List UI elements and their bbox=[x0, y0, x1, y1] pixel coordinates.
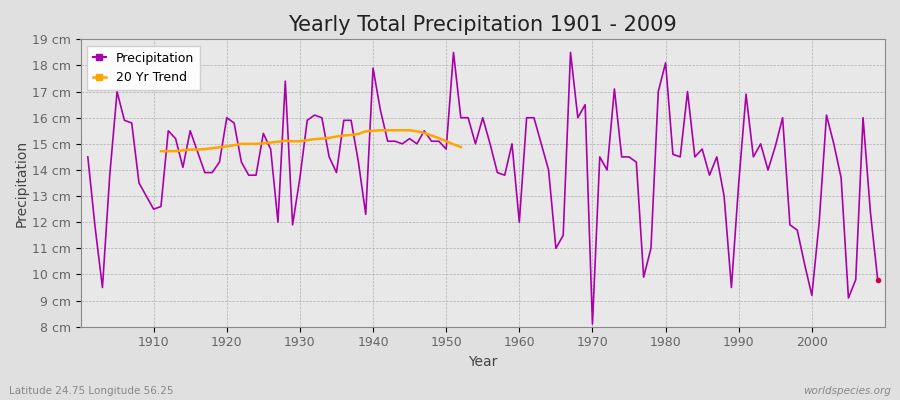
Precipitation bbox=[346, 118, 356, 123]
20 Yr Trend bbox=[427, 133, 437, 138]
20 Yr Trend bbox=[418, 130, 429, 135]
20 Yr Trend bbox=[367, 128, 378, 133]
Y-axis label: Precipitation: Precipitation bbox=[15, 140, 29, 226]
20 Yr Trend bbox=[324, 136, 335, 140]
20 Yr Trend bbox=[221, 144, 232, 149]
20 Yr Trend bbox=[294, 139, 305, 144]
20 Yr Trend bbox=[411, 129, 422, 134]
Text: Latitude 24.75 Longitude 56.25: Latitude 24.75 Longitude 56.25 bbox=[9, 386, 174, 396]
Precipitation bbox=[872, 277, 883, 282]
20 Yr Trend bbox=[448, 142, 459, 147]
20 Yr Trend bbox=[273, 139, 284, 144]
20 Yr Trend bbox=[302, 138, 312, 142]
20 Yr Trend bbox=[163, 149, 174, 154]
20 Yr Trend bbox=[177, 148, 188, 153]
20 Yr Trend bbox=[338, 133, 349, 138]
20 Yr Trend bbox=[331, 134, 342, 139]
20 Yr Trend bbox=[280, 138, 291, 143]
20 Yr Trend bbox=[229, 143, 239, 148]
20 Yr Trend bbox=[434, 136, 445, 140]
Precipitation bbox=[302, 118, 312, 123]
20 Yr Trend bbox=[243, 142, 254, 146]
Precipitation bbox=[448, 50, 459, 55]
Line: Precipitation: Precipitation bbox=[88, 52, 878, 324]
Precipitation bbox=[83, 154, 94, 159]
Legend: Precipitation, 20 Yr Trend: Precipitation, 20 Yr Trend bbox=[86, 46, 200, 90]
Precipitation bbox=[141, 194, 152, 198]
20 Yr Trend bbox=[192, 147, 202, 152]
20 Yr Trend bbox=[390, 128, 400, 133]
20 Yr Trend bbox=[287, 139, 298, 144]
20 Yr Trend bbox=[382, 128, 393, 133]
Line: 20 Yr Trend: 20 Yr Trend bbox=[161, 130, 461, 151]
20 Yr Trend bbox=[353, 132, 364, 136]
20 Yr Trend bbox=[207, 146, 218, 151]
20 Yr Trend bbox=[397, 128, 408, 133]
20 Yr Trend bbox=[455, 144, 466, 149]
20 Yr Trend bbox=[250, 142, 261, 146]
20 Yr Trend bbox=[375, 128, 386, 133]
Precipitation bbox=[587, 322, 598, 326]
X-axis label: Year: Year bbox=[468, 355, 498, 369]
Precipitation bbox=[514, 220, 525, 225]
Precipitation bbox=[616, 154, 627, 159]
20 Yr Trend bbox=[309, 137, 320, 142]
20 Yr Trend bbox=[404, 128, 415, 133]
Text: worldspecies.org: worldspecies.org bbox=[803, 386, 891, 396]
20 Yr Trend bbox=[236, 142, 247, 146]
20 Yr Trend bbox=[346, 132, 356, 137]
20 Yr Trend bbox=[258, 141, 269, 146]
20 Yr Trend bbox=[441, 139, 452, 144]
20 Yr Trend bbox=[184, 147, 195, 152]
20 Yr Trend bbox=[317, 136, 328, 141]
Precipitation bbox=[521, 115, 532, 120]
Title: Yearly Total Precipitation 1901 - 2009: Yearly Total Precipitation 1901 - 2009 bbox=[288, 15, 677, 35]
20 Yr Trend bbox=[266, 140, 276, 145]
20 Yr Trend bbox=[200, 147, 211, 152]
20 Yr Trend bbox=[156, 149, 166, 154]
20 Yr Trend bbox=[170, 149, 181, 154]
20 Yr Trend bbox=[214, 145, 225, 150]
20 Yr Trend bbox=[360, 129, 371, 134]
